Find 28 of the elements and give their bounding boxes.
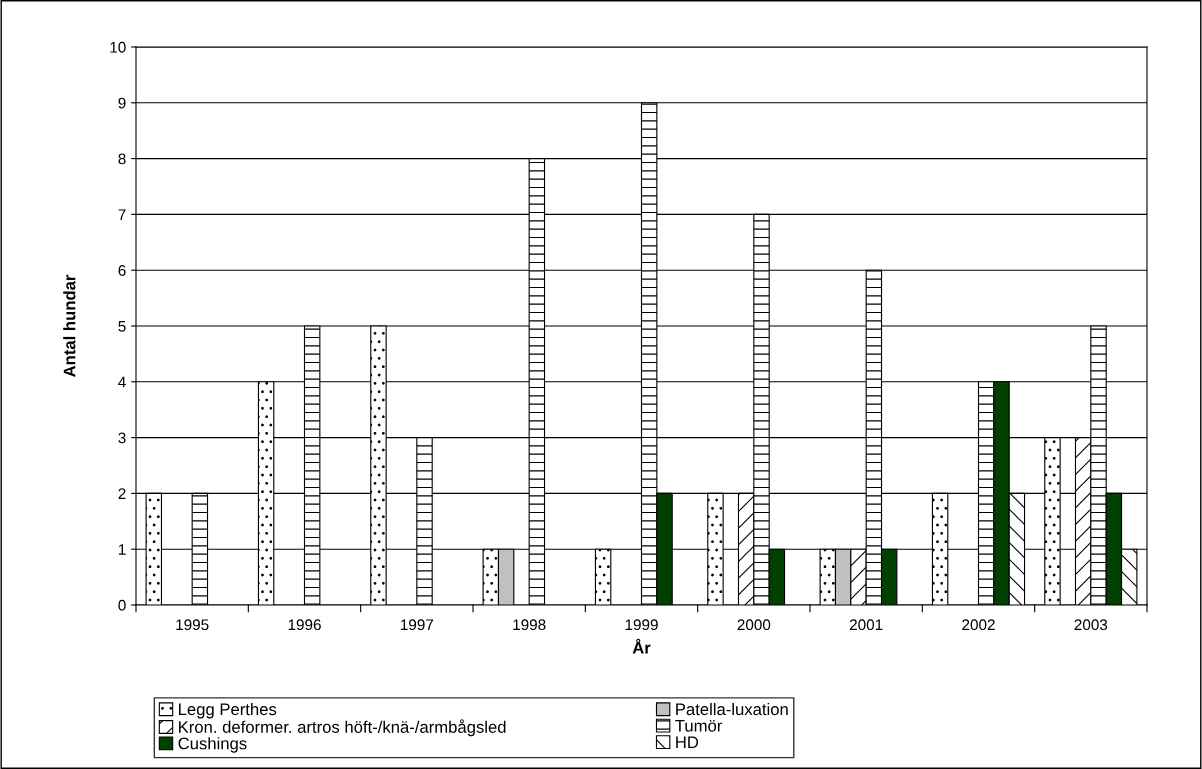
y-tick-label: 1: [118, 544, 126, 555]
y-tick-label: 10: [110, 41, 126, 53]
y-tick-label: 2: [118, 488, 126, 499]
legend-label: Tumör: [675, 720, 723, 732]
x-tick-label: 2000: [737, 619, 771, 631]
x-axis-title: År: [632, 638, 651, 654]
x-tick-label: 2002: [962, 619, 995, 631]
y-tick-label: 6: [118, 265, 126, 276]
y-tick-label: 4: [118, 376, 126, 388]
y-tick-label: 0: [118, 599, 126, 611]
x-tick-label: 2001: [849, 619, 883, 631]
x-tick-label: 1999: [625, 619, 658, 631]
y-tick-label: 8: [118, 153, 126, 165]
y-tick-label: 3: [118, 432, 126, 444]
x-tick-label: 1995: [176, 619, 209, 631]
legend-label: Legg Perthes: [179, 702, 277, 719]
y-tick-label: 7: [118, 209, 126, 220]
legend-label: HD: [676, 736, 699, 748]
y-tick-label: 5: [118, 321, 126, 332]
y-axis-title: Antal hundar: [63, 274, 76, 377]
x-tick-label: 1996: [288, 619, 321, 631]
legend-label: Cushings: [178, 737, 247, 753]
legend-label: Kron. deformer. artros höft-/knä-/armbågsled: [179, 719, 506, 737]
x-tick-label: 1998: [513, 619, 546, 631]
x-tick-label: 1997: [401, 619, 434, 631]
legend-label: Patella-luxation: [676, 702, 788, 716]
x-tick-label: 2003: [1074, 619, 1108, 631]
y-tick-label: 9: [118, 97, 126, 109]
